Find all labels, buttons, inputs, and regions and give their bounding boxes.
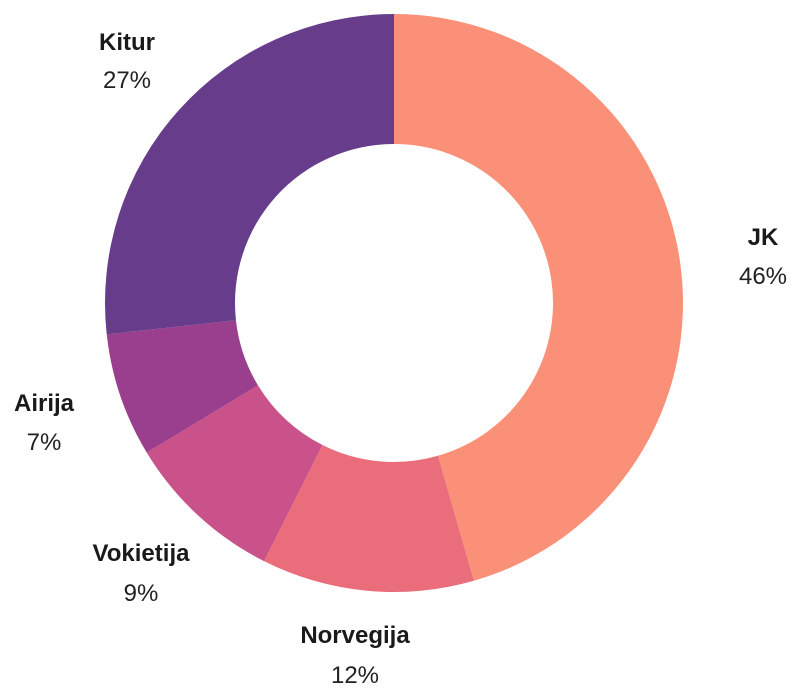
slice-value-vokietija: 9% [124,580,159,607]
donut-slices [105,14,683,592]
slice-jk [394,14,683,581]
slice-value-norvegija: 12% [331,662,379,689]
slice-labels: JK 46% Norvegija 12% Vokietija 9% Airija 7% Kitu… [14,29,787,689]
slice-label-airija: Airija [14,390,75,417]
slice-value-kitur: 27% [103,67,151,94]
slice-label-jk: JK [748,224,779,251]
slice-value-airija: 7% [27,429,62,456]
slice-vokietija [146,385,323,562]
slice-airija [106,320,258,453]
slice-label-kitur: Kitur [99,29,155,56]
slice-label-norvegija: Norvegija [300,622,410,649]
slice-norvegija [263,445,474,592]
slice-value-jk: 46% [739,263,787,290]
slice-kitur [105,14,394,335]
slice-label-vokietija: Vokietija [93,540,191,567]
